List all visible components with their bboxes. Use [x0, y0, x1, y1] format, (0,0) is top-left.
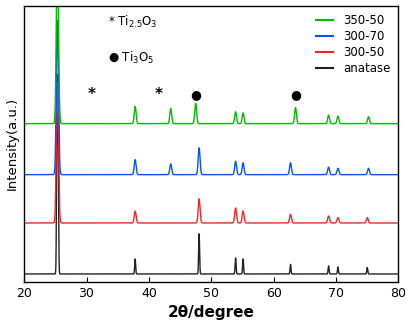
Text: ● Ti$_3$O$_5$: ● Ti$_3$O$_5$ [108, 50, 154, 66]
Text: *: * [154, 87, 162, 102]
Text: *: * [87, 87, 96, 102]
Text: * Ti$_{2.5}$O$_3$: * Ti$_{2.5}$O$_3$ [108, 14, 158, 30]
Text: ●: ● [190, 88, 201, 101]
Text: ●: ● [290, 88, 301, 101]
X-axis label: 2θ/degree: 2θ/degree [168, 305, 255, 320]
Legend: 350-50, 300-70, 300-50, anatase: 350-50, 300-70, 300-50, anatase [311, 9, 395, 80]
Y-axis label: Intensity(a.u.): Intensity(a.u.) [5, 97, 19, 190]
